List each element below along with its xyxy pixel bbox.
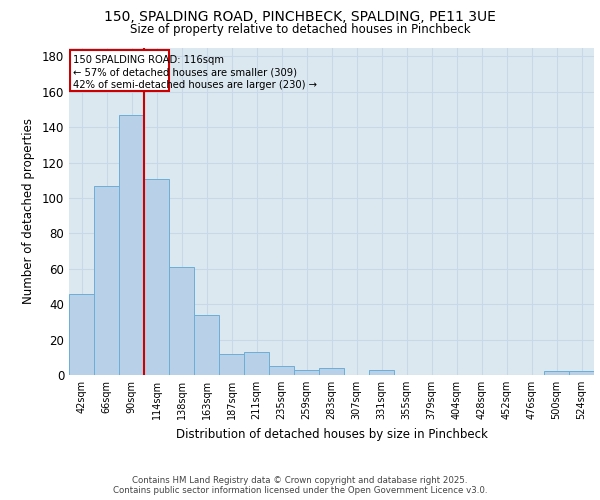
X-axis label: Distribution of detached houses by size in Pinchbeck: Distribution of detached houses by size … xyxy=(176,428,487,440)
Bar xyxy=(194,315,219,375)
Text: Contains HM Land Registry data © Crown copyright and database right 2025.
Contai: Contains HM Land Registry data © Crown c… xyxy=(113,476,487,495)
Text: Size of property relative to detached houses in Pinchbeck: Size of property relative to detached ho… xyxy=(130,22,470,36)
Bar xyxy=(219,354,244,375)
Y-axis label: Number of detached properties: Number of detached properties xyxy=(22,118,35,304)
Bar xyxy=(244,352,269,375)
Bar xyxy=(94,186,119,375)
Bar xyxy=(569,372,594,375)
Bar xyxy=(269,366,294,375)
Bar xyxy=(319,368,344,375)
Text: ← 57% of detached houses are smaller (309): ← 57% of detached houses are smaller (30… xyxy=(73,68,297,78)
Text: 42% of semi-detached houses are larger (230) →: 42% of semi-detached houses are larger (… xyxy=(73,80,317,90)
FancyBboxPatch shape xyxy=(70,50,169,91)
Bar xyxy=(544,372,569,375)
Bar xyxy=(169,267,194,375)
Bar xyxy=(294,370,319,375)
Bar xyxy=(119,115,144,375)
Text: 150 SPALDING ROAD: 116sqm: 150 SPALDING ROAD: 116sqm xyxy=(73,54,224,64)
Bar xyxy=(369,370,394,375)
Bar xyxy=(69,294,94,375)
Text: 150, SPALDING ROAD, PINCHBECK, SPALDING, PE11 3UE: 150, SPALDING ROAD, PINCHBECK, SPALDING,… xyxy=(104,10,496,24)
Bar xyxy=(144,178,169,375)
